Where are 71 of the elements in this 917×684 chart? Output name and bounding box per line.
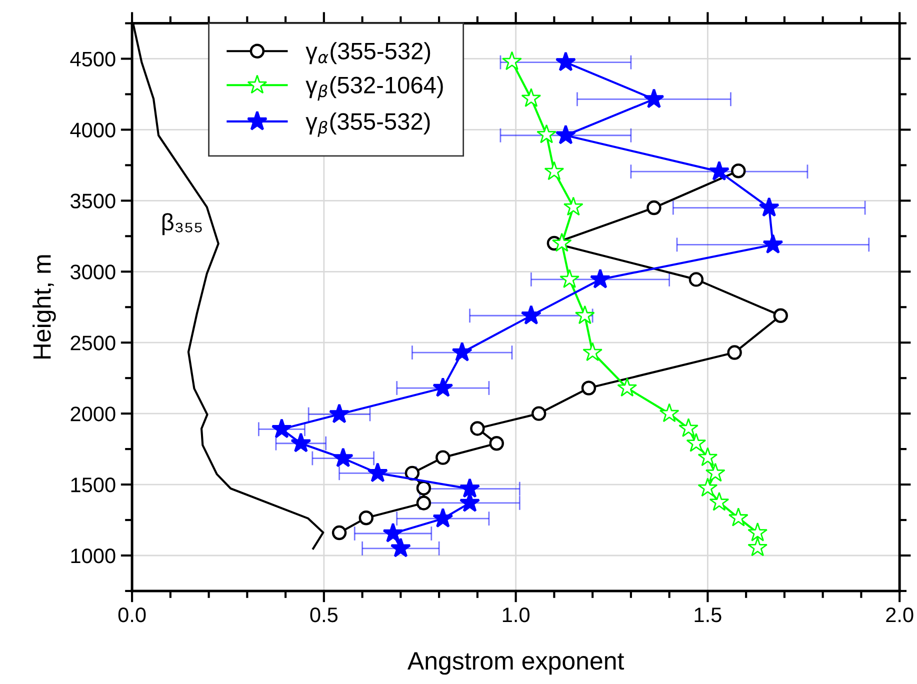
point [290,432,312,452]
x-tick-label: 0.0 [118,608,146,622]
point [328,403,350,424]
y-tick-label: 1000 [71,548,116,564]
y-tick-label: 4000 [70,122,116,138]
point [563,196,584,216]
point [358,510,374,526]
point [470,421,485,436]
point [390,538,412,558]
point [382,522,404,542]
point [459,478,480,498]
point [582,342,603,362]
point [698,478,718,497]
y-tick-label: 3500 [70,194,116,208]
point [590,268,611,288]
point [758,196,780,217]
y-tick-label: 2500 [70,336,116,350]
y-tick-label: 3000 [70,264,116,280]
x-tick-label: 2.0 [886,608,914,622]
point [728,507,748,526]
legend-label: γ$_{α}$(355-532) [306,42,430,64]
point [773,308,788,323]
point [502,51,522,70]
legend-label: γ$_{β}$(355-532) [306,112,430,137]
point [762,234,784,254]
point [432,508,454,528]
point [555,51,576,72]
point [686,432,706,452]
point [731,164,746,178]
y-tick-label: 4500 [70,52,116,66]
point [452,342,472,362]
point [748,522,768,542]
point [404,466,420,481]
point [531,406,546,421]
point [560,269,580,288]
point [659,403,680,422]
point [678,418,698,438]
point [332,525,347,540]
point [367,462,388,482]
point [489,436,504,451]
point [574,305,595,324]
point [432,377,454,397]
x-tick-label: 0.5 [310,608,338,622]
legend-label: γ$_{β}$(532-1064) [306,76,443,101]
point [644,88,664,108]
series-label: β₃₅₅ [162,213,202,236]
point [536,124,556,144]
point [698,447,718,466]
x-axis-title: Angstrom exponent [407,652,624,675]
point [646,200,662,216]
point [617,378,638,397]
point [271,418,292,438]
point [727,345,742,360]
point [332,447,354,468]
y-tick-label: 1500 [71,478,116,492]
point [521,88,542,108]
y-tick-label: 2000 [70,406,116,422]
point [552,232,572,252]
point [748,537,768,556]
point [705,462,726,482]
point [708,160,730,181]
point [520,304,542,325]
y-axis-title: Height, m [32,255,56,359]
point [688,272,704,287]
point [581,380,596,396]
point [555,124,576,144]
x-tick-label: 1.5 [694,608,722,622]
point [544,161,564,180]
x-tick-label: 1.0 [502,608,530,622]
point [436,450,450,465]
point [709,492,730,511]
